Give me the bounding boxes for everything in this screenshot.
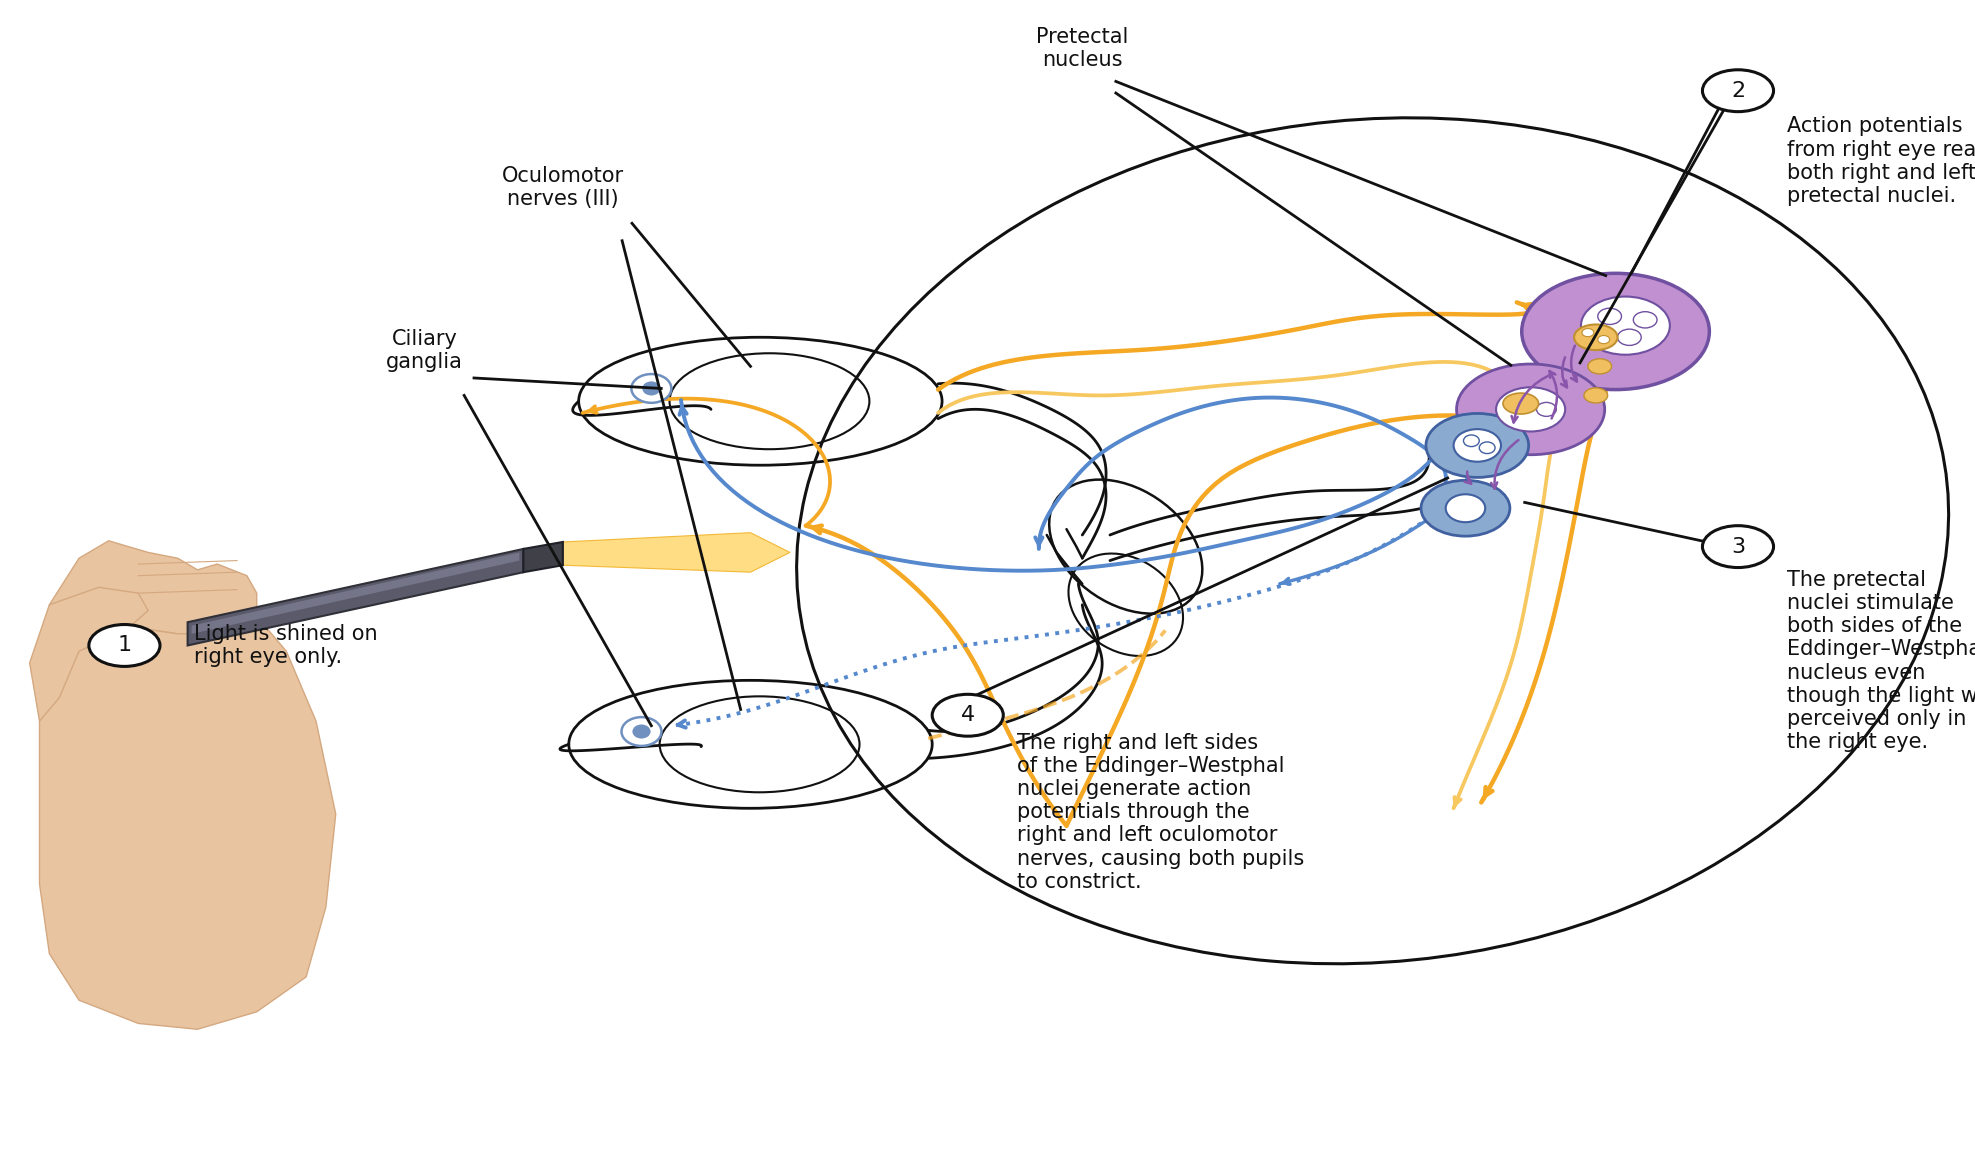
Ellipse shape	[1426, 414, 1529, 477]
Polygon shape	[523, 542, 563, 572]
Ellipse shape	[1454, 429, 1501, 462]
Ellipse shape	[1633, 312, 1657, 328]
Ellipse shape	[1588, 358, 1612, 374]
Ellipse shape	[1458, 364, 1604, 455]
Text: The pretectal
nuclei stimulate
both sides of the
Eddinger–Westphal
nucleus even
: The pretectal nuclei stimulate both side…	[1787, 570, 1975, 752]
Text: The right and left sides
of the Eddinger–Westphal
nuclei generate action
potenti: The right and left sides of the Eddinger…	[1017, 733, 1304, 892]
Ellipse shape	[1479, 442, 1495, 454]
Text: 4: 4	[960, 705, 976, 726]
Polygon shape	[192, 552, 519, 634]
Polygon shape	[40, 616, 336, 1029]
Ellipse shape	[632, 725, 650, 739]
Ellipse shape	[1503, 393, 1539, 414]
Text: Pretectal
nucleus: Pretectal nucleus	[1037, 27, 1128, 70]
Ellipse shape	[1463, 435, 1479, 447]
Text: Action potentials
from right eye reach
both right and left
pretectal nuclei.: Action potentials from right eye reach b…	[1787, 116, 1975, 206]
Ellipse shape	[1523, 273, 1710, 390]
Polygon shape	[49, 541, 257, 634]
Ellipse shape	[1537, 402, 1556, 416]
Ellipse shape	[1497, 387, 1566, 431]
Text: 3: 3	[1730, 536, 1746, 557]
Ellipse shape	[1618, 329, 1641, 345]
Circle shape	[89, 625, 160, 666]
Ellipse shape	[1598, 335, 1610, 344]
Ellipse shape	[1582, 328, 1594, 337]
Ellipse shape	[632, 374, 672, 402]
Ellipse shape	[1574, 324, 1618, 350]
Ellipse shape	[1511, 397, 1531, 411]
Ellipse shape	[1446, 494, 1485, 522]
Text: Light is shined on
right eye only.: Light is shined on right eye only.	[194, 623, 377, 668]
Circle shape	[1702, 526, 1774, 568]
Ellipse shape	[1584, 388, 1608, 404]
Polygon shape	[30, 587, 148, 721]
Circle shape	[932, 694, 1003, 736]
Circle shape	[1702, 70, 1774, 112]
Ellipse shape	[1422, 480, 1511, 536]
Ellipse shape	[1598, 308, 1621, 324]
Ellipse shape	[622, 718, 662, 745]
Polygon shape	[563, 533, 790, 572]
Text: Ciliary
ganglia: Ciliary ganglia	[387, 329, 462, 372]
Text: 1: 1	[117, 635, 132, 656]
Polygon shape	[188, 549, 523, 645]
Ellipse shape	[1580, 297, 1671, 355]
Text: 2: 2	[1730, 80, 1746, 101]
Text: Oculomotor
nerves (III): Oculomotor nerves (III)	[502, 166, 624, 209]
Ellipse shape	[642, 381, 660, 395]
